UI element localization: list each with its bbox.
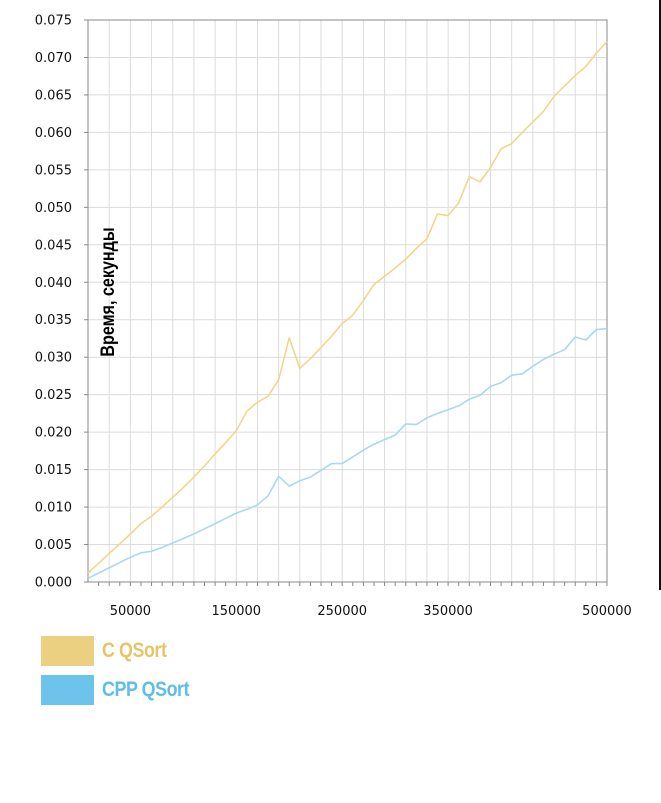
line-chart: 0.000 0.005 0.010 0.015 0.020 0.025 0.030 0.035… — [35, 14, 632, 620]
x-tick-label: 500000 — [582, 604, 632, 619]
y-tick-label: 0.050 — [35, 201, 72, 216]
x-tick-label: 350000 — [423, 604, 473, 619]
y-tick-label: 0.055 — [35, 163, 72, 178]
y-tick-label: 0.015 — [35, 463, 72, 478]
legend-item-c-qsort[interactable]: C QSort — [41, 636, 204, 666]
series-line-c-qsort — [87, 41, 608, 574]
y-tick-label: 0.025 — [35, 388, 72, 403]
y-tick-label: 0.040 — [35, 276, 72, 291]
y-tick-label: 0.035 — [35, 313, 72, 328]
y-tick-label: 0.000 — [35, 576, 72, 591]
y-tick-label: 0.020 — [35, 426, 72, 441]
legend-swatch-cpp-qsort — [41, 675, 94, 705]
legend-label-cpp-qsort: CPP QSort — [102, 678, 190, 701]
legend-label-c-qsort: C QSort — [102, 639, 167, 662]
right-edge-line — [659, 0, 661, 590]
y-tick-label: 0.065 — [35, 88, 72, 103]
grid — [88, 19, 607, 583]
series-group — [87, 41, 608, 580]
x-tick-label: 250000 — [317, 604, 367, 619]
y-tick-label: 0.060 — [35, 126, 72, 141]
x-tick-label: 150000 — [211, 604, 261, 619]
plot-frame — [87, 19, 608, 583]
y-tick-label: 0.070 — [35, 51, 72, 66]
x-axis: 50000 150000 250000 350000 500000 — [98, 582, 632, 619]
legend-item-cpp-qsort[interactable]: CPP QSort — [41, 675, 204, 705]
y-axis-label: Время, секунды — [97, 227, 119, 356]
series-line-cpp-qsort — [87, 327, 608, 580]
y-tick-label: 0.030 — [35, 351, 72, 366]
y-tick-label: 0.075 — [35, 14, 72, 29]
legend: C QSort CPP QSort — [41, 636, 204, 714]
y-tick-label: 0.005 — [35, 538, 72, 553]
y-tick-label: 0.045 — [35, 238, 72, 253]
legend-swatch-c-qsort — [41, 636, 94, 666]
x-tick-label: 50000 — [110, 604, 151, 619]
y-axis: 0.000 0.005 0.010 0.015 0.020 0.025 0.030 0.035… — [35, 14, 88, 591]
y-tick-label: 0.010 — [35, 501, 72, 516]
